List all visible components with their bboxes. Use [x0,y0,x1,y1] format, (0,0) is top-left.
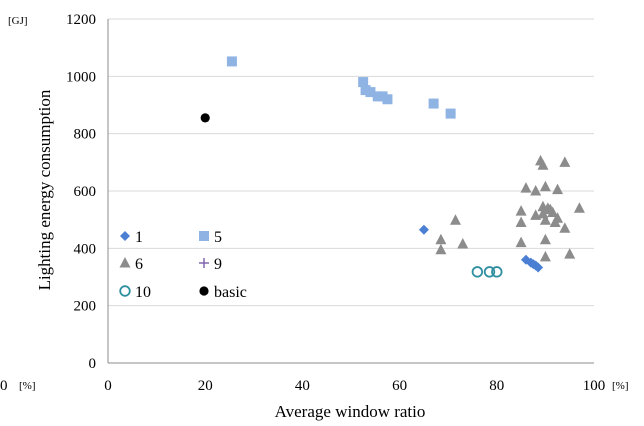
data-point [200,113,210,123]
data-point [491,266,503,278]
data-point [533,262,544,273]
y-tick-label: 0 [89,356,97,372]
legend-item: 10 [119,284,151,301]
y-tick-label: 1000 [66,69,96,85]
legend-label: 1 [135,229,143,246]
data-point [365,87,376,98]
data-point [382,94,393,105]
x-tick-label: 60 [392,378,407,394]
data-point [564,248,576,259]
x-axis-title: Average window ratio [275,402,426,421]
x-tick-label: 40 [295,378,310,394]
legend-label: 10 [135,284,151,301]
y-tick-label: 400 [74,241,97,257]
legend-marker [199,286,209,296]
data-point [539,250,551,262]
data-point [552,183,564,195]
legend-item: 5 [199,229,222,246]
legend-label: 5 [214,229,222,246]
data-point [520,182,532,193]
x-tick-label: 80 [489,378,504,394]
x-tick-label: 0 [104,378,112,394]
legend-label: 9 [214,256,222,273]
x-tick-label: 100 [583,378,606,394]
data-point [539,214,551,225]
series-1 [418,224,544,273]
y-unit-label: [GJ] [8,15,28,27]
data-point [559,156,571,167]
legend-label: basic [214,284,247,301]
legend-item: basic [199,284,247,301]
legend-marker [199,258,209,268]
legend-marker [119,285,131,297]
gridlines [108,18,594,307]
legend-item: 1 [120,229,143,246]
x-unit-left-label: [%] [19,380,36,392]
x-tick-labels: 0 20 40 60 80 100 [104,378,605,394]
legend-item: 6 [119,256,143,273]
y-axis-title: Lighting energy consumption [35,89,54,290]
axes [107,19,594,364]
y-tick-label: 1200 [66,12,96,28]
data-point [418,224,429,235]
legend-marker [120,231,130,241]
x-unit-right-label: [%] [612,380,629,392]
data-point [552,212,564,223]
series-basic [200,113,210,123]
data-point [537,159,549,170]
data-point [449,214,461,225]
legend-label: 6 [135,256,143,273]
x-left-label: 0 [0,378,8,394]
legend-item: 9 [199,256,222,273]
data-point [515,216,527,228]
series-10 [471,266,503,278]
data-point [483,266,496,278]
legend-marker [199,231,209,241]
data-point [445,108,456,119]
data-point [435,233,447,245]
data-points [200,56,585,278]
data-point [530,185,542,196]
data-point [539,180,551,192]
data-point [226,56,237,67]
data-point [428,98,439,109]
series-5 [226,56,456,119]
legend-marker [119,257,131,268]
legend: 1 5 6 9 10 basic [119,229,247,301]
series-6 [435,154,585,262]
data-point [547,206,559,217]
data-point [471,266,484,278]
y-tick-labels: 0 200 400 600 800 1000 1200 [66,12,96,372]
data-point [559,222,571,233]
y-tick-label: 800 [74,127,97,143]
x-tick-label: 20 [198,378,213,394]
data-point [515,205,527,216]
data-point [515,236,527,248]
y-tick-label: 600 [74,184,97,200]
data-point [539,233,551,245]
data-point [457,238,469,249]
data-point [573,202,585,213]
y-tick-label: 200 [74,299,97,315]
data-point [435,243,447,255]
data-point [358,77,369,88]
